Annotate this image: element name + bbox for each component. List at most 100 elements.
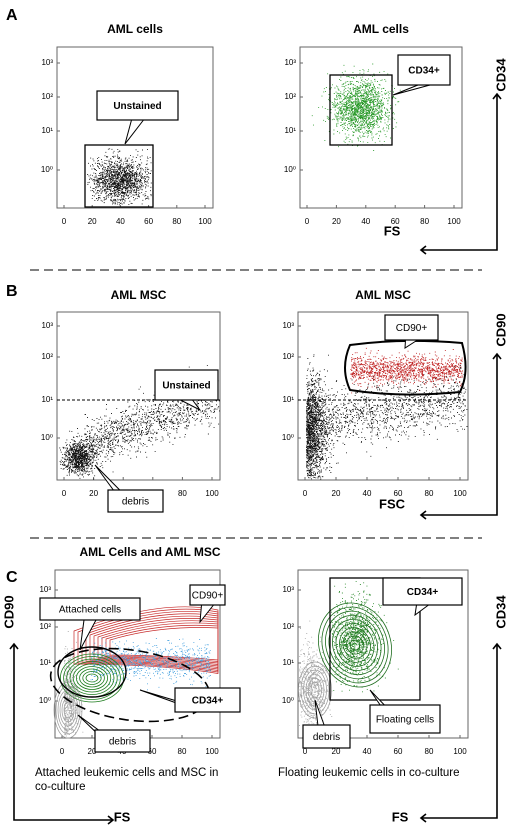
- gate: [329, 577, 421, 701]
- callout-pointer: [180, 399, 201, 411]
- x-tick-label: 60: [394, 489, 403, 498]
- plot: 10³10²10¹10⁰020406080100Attached leukemi…: [35, 569, 241, 793]
- plot: AML MSC 10³ 10² 10¹ 10⁰ 0 20 40 60 80 100 CD90+: [282, 288, 469, 498]
- callout-box: [96, 90, 179, 121]
- axis-label: CD34: [493, 595, 508, 629]
- event-cloud: [311, 63, 407, 151]
- panel-title: AML Cells and AML MSC: [79, 545, 220, 559]
- x-tick-label: 80: [420, 217, 429, 226]
- callout-pointer: [124, 119, 144, 145]
- contour: [72, 663, 112, 693]
- callout-pointer: [392, 84, 431, 96]
- x-tick-label: 100: [205, 489, 219, 498]
- x-tick-label: 80: [172, 217, 181, 226]
- axis-label: FS: [114, 809, 131, 824]
- x-tick-label: 40: [361, 217, 370, 226]
- y-tick-label: 10²: [282, 352, 294, 361]
- y-tick-label: 10¹: [41, 126, 53, 135]
- y-tick-label: 10⁰: [282, 696, 294, 705]
- y-tick-label: 10²: [41, 352, 53, 361]
- x-tick-label: 100: [447, 217, 461, 226]
- panel-letter: C: [6, 569, 18, 586]
- axis-label: FSC: [379, 496, 406, 511]
- contour: [59, 693, 77, 727]
- caption-line: Floating leukemic cells in co-culture: [278, 767, 460, 779]
- callout-box: [384, 314, 439, 341]
- x-tick-label: 80: [425, 489, 434, 498]
- plot-title: AML cells: [107, 22, 163, 36]
- gate-label: CD34+: [407, 587, 439, 598]
- y-tick-label: 10³: [41, 321, 53, 330]
- y-tick-label: 10²: [41, 92, 53, 101]
- x-tick-label: 20: [88, 747, 97, 756]
- x-tick-label: 0: [60, 747, 65, 756]
- x-tick-label: 100: [453, 489, 467, 498]
- x-tick-label: 20: [89, 489, 98, 498]
- contour: [325, 610, 385, 680]
- x-tick-label: 0: [62, 489, 67, 498]
- x-tick-label: 60: [394, 747, 403, 756]
- gate-label: Attached cells: [59, 605, 121, 616]
- y-tick-label: 10³: [41, 58, 53, 67]
- caption: Floating leukemic cells in co-culture: [278, 767, 460, 779]
- contour: [328, 614, 382, 676]
- contour: [339, 627, 371, 663]
- gate-label: Floating cells: [376, 715, 434, 726]
- gate-label: CD34+: [192, 696, 224, 707]
- gate: [84, 144, 154, 208]
- plot-title: AML cells: [353, 22, 409, 36]
- x-tick-label: 0: [305, 217, 310, 226]
- x-tick-label: 80: [425, 747, 434, 756]
- event-cloud: [306, 354, 345, 480]
- contour: [332, 619, 378, 671]
- x-tick-label: 20: [332, 489, 341, 498]
- y-tick-label: 10⁰: [41, 165, 53, 174]
- x-tick-label: 0: [303, 747, 308, 756]
- axis-label: CD90: [1, 595, 16, 628]
- plot-title: AML MSC: [355, 288, 411, 302]
- contour: [55, 685, 81, 735]
- gate-label: CD90+: [396, 323, 428, 334]
- contour: [69, 661, 115, 695]
- callout-box: [302, 724, 351, 749]
- callout-box: [397, 54, 451, 86]
- gate-label: CD34+: [408, 66, 440, 77]
- x-tick-label: 40: [116, 217, 125, 226]
- x-tick-label: 20: [332, 217, 341, 226]
- x-tick-label: 100: [205, 747, 219, 756]
- contour: [346, 635, 364, 655]
- plot: AML MSC10³10²10¹10⁰020406080100Unstained…: [41, 288, 221, 513]
- contour: [335, 623, 375, 667]
- contour: [76, 666, 109, 690]
- event-cloud: [87, 148, 152, 206]
- y-tick-label: 10²: [39, 622, 51, 631]
- x-tick-label: 20: [332, 747, 341, 756]
- callout-box: [94, 729, 151, 753]
- x-tick-label: 0: [303, 489, 308, 498]
- contour: [79, 668, 105, 688]
- gate: [329, 74, 393, 146]
- x-tick-label: 20: [88, 217, 97, 226]
- axis-label: CD34: [493, 58, 508, 92]
- callout-box: [154, 369, 219, 401]
- x-tick-label: 40: [363, 489, 372, 498]
- callout-box: [39, 597, 141, 621]
- panel-letter: B: [6, 283, 18, 300]
- y-tick-label: 10²: [282, 622, 294, 631]
- caption: Attached leukemic cells and MSC in co-cul…: [35, 767, 218, 793]
- plot: 10³ 10² 10¹ 10⁰ 0 20 40 60 80 100 Floating leukemi…: [278, 569, 469, 779]
- contour: [349, 639, 361, 651]
- callout-box: [189, 584, 226, 606]
- contour: [303, 669, 327, 711]
- callout-box: [382, 577, 463, 606]
- contour: [85, 673, 99, 683]
- y-tick-label: 10⁰: [39, 696, 51, 705]
- contour: [342, 631, 368, 659]
- y-tick-label: 10¹: [282, 395, 294, 404]
- contour: [63, 656, 121, 700]
- x-tick-label: 40: [363, 747, 372, 756]
- callout-pointer: [414, 604, 429, 617]
- y-tick-label: 10³: [284, 58, 296, 67]
- gate-label: Unstained: [162, 381, 210, 392]
